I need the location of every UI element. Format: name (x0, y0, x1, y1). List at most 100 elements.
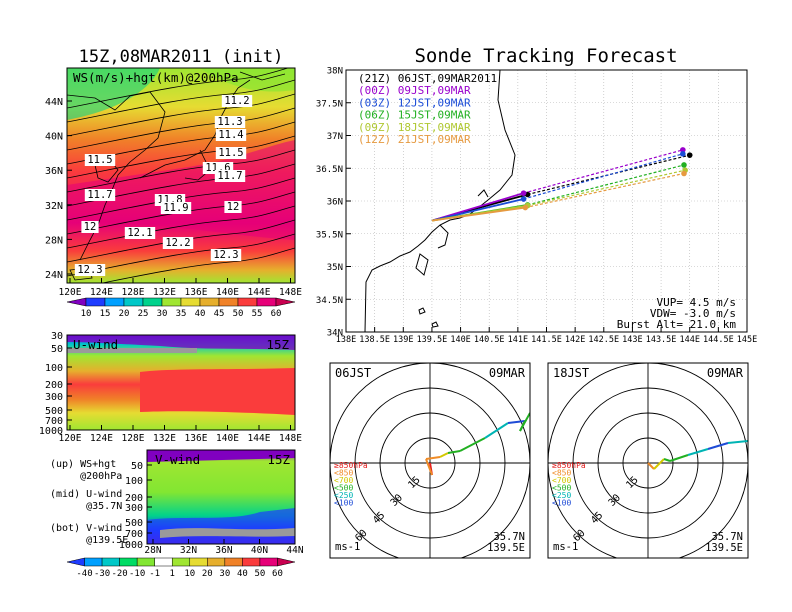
v-colorbar-label: -10 (129, 569, 145, 579)
burst-point (520, 196, 527, 202)
tracking-legend: (21Z) 06JST,09MAR2011(00Z) 09JST,09MAR(0… (358, 72, 497, 146)
landing-point (680, 147, 686, 153)
v-colorbar-swatch (66, 557, 85, 567)
ws-map-lon-label: 124E (90, 287, 113, 298)
ws-colorbar-label: 40 (195, 309, 206, 319)
ws-map-contour-line (67, 79, 295, 123)
ws-map-contour-line (67, 68, 290, 109)
caption-line: (up) WS+hgt (50, 459, 116, 470)
hodograph-trace-segment (439, 452, 449, 458)
ws-map-label: WS(m/s)+hgt(km)@200hPa (73, 70, 239, 85)
tracking-lat-label: 36.5N (316, 165, 343, 175)
ws-colorbar-swatch (66, 297, 87, 307)
ws-map-contour-label: 12.3 (77, 264, 102, 276)
v-colorbar-label: -30 (94, 569, 110, 579)
u-wind-lon-label: 148E (279, 433, 302, 444)
v-colorbar-swatch (242, 557, 261, 567)
v-colorbar-swatch (101, 557, 120, 567)
ws-map-contour-label-box (214, 170, 246, 182)
tracking-lon-axis: 138E 138.5E 139E 139.5E 140E 140.5E 141E 141.5E… (336, 327, 757, 345)
u-wind-p-label: 100 (45, 363, 63, 374)
tracking-lat-label: 35.5N (316, 230, 343, 240)
landing-point (681, 170, 687, 177)
ws-map-lon-label: 140E (216, 287, 239, 298)
u-wind-lon-label: 120E (59, 433, 82, 444)
hodograph-frame (547, 362, 749, 559)
u-wind-time: 15Z (266, 337, 289, 352)
hodograph-legend-entry: <500 (552, 484, 571, 493)
tracking-grid (346, 70, 747, 332)
hodograph-lat-label: 35.7N (711, 531, 743, 543)
u-wind-p-label: 300 (45, 392, 63, 403)
hodograph-date-label-bg (487, 366, 527, 380)
param-vdw: VDW= -3.0 m/s (650, 307, 736, 320)
ws-map-colorbar: 10 15 20 25 30 35 40 45 50 55 60 (66, 297, 296, 319)
ws-map-contour-label: 12.1 (127, 227, 152, 239)
caption-line: (bot) V-wind (50, 523, 122, 534)
ws-map-weak-zone-2 (200, 68, 295, 92)
tracking-lat-label: 35N (327, 263, 343, 273)
hodograph-trace-segment (425, 456, 441, 460)
ws-colorbar-swatch (256, 297, 277, 307)
hodograph-lon-label: 139.5E (487, 542, 525, 554)
hodograph-ring-label: 15 (624, 475, 640, 491)
hodograph-date-label-bg (705, 366, 745, 380)
u-wind-lon-axis: 120E 124E 128E 132E 136E 140E 144E 148E (59, 425, 302, 444)
ws-colorbar-swatch (123, 297, 144, 307)
u-wind-lon-label: 128E (122, 433, 145, 444)
param-vup: VUP= 4.5 m/s (657, 296, 736, 309)
v-wind-upper-band (147, 450, 295, 462)
hodograph-trace-segment (507, 420, 526, 424)
ws-map-jet-core (67, 140, 295, 240)
ws-map-contour-line (67, 177, 295, 221)
burst-point (522, 204, 529, 211)
ws-colorbar-swatch (275, 297, 296, 307)
hodograph-trace-segment (727, 440, 748, 444)
v-colorbar-swatch (277, 557, 296, 567)
v-colorbar-swatch (259, 557, 278, 567)
ws-map-contour-line (67, 191, 295, 235)
ws-colorbar-label: 25 (138, 309, 149, 319)
tracking-lon-label: 141E (508, 335, 528, 345)
ws-colorbar-label: 45 (214, 309, 225, 319)
ws-map-lon-label: 144E (248, 287, 271, 298)
caption-line: @200hPa (50, 471, 122, 482)
tracking-lat-label: 36N (327, 198, 343, 208)
u-wind-p-label: 700 (45, 416, 63, 427)
ws-map-contour-line (67, 219, 295, 263)
tracking-lon-label: 142.5E (588, 335, 619, 345)
hodograph-lon-label: 139.5E (705, 542, 743, 554)
ws-map-contour-label-box (84, 154, 116, 166)
ws-colorbar-swatch (180, 297, 201, 307)
trajectory-descent (523, 153, 684, 200)
ws-map-contour-label: 11.5 (87, 154, 112, 166)
v-colorbar-label: 1 (170, 569, 175, 579)
u-wind-stratosphere (67, 335, 295, 350)
v-wind-p-label: 100 (125, 476, 143, 487)
u-wind-p-label: 1000 (39, 426, 63, 437)
v-colorbar-label: 30 (219, 569, 230, 579)
v-wind-gray-band (160, 528, 295, 538)
hodograph-legend-entry: ≥850hPa (334, 461, 368, 470)
ws-map-lon-label: 128E (122, 287, 145, 298)
ws-map-contour-label-box (124, 227, 156, 239)
ws-colorbar-label: 60 (271, 309, 282, 319)
trajectory-ascent (431, 198, 524, 222)
u-wind-jet-core (140, 368, 295, 415)
hodograph-legend-entry: <250 (552, 491, 571, 500)
v-colorbar-swatch (171, 557, 191, 567)
ws-map-contour-label: 11.9 (163, 202, 188, 214)
v-wind-colorbar: -40 -30 -20 -10 -1 1 10 20 30 40 50 60 (66, 557, 296, 579)
v-wind-lat-label: 36N (215, 545, 232, 556)
hodograph-unit-label: ms-1 (553, 541, 578, 553)
caption-line: (mid) U-wind (50, 489, 122, 500)
v-colorbar-label: 40 (237, 569, 248, 579)
ws-colorbar-label: 30 (157, 309, 168, 319)
v-colorbar-label: 20 (202, 569, 213, 579)
ws-colorbar-label: 35 (176, 309, 187, 319)
tracking-lon-label: 140E (450, 335, 470, 345)
u-wind-lon-label: 140E (216, 433, 239, 444)
ws-colorbar-label: 15 (100, 309, 111, 319)
